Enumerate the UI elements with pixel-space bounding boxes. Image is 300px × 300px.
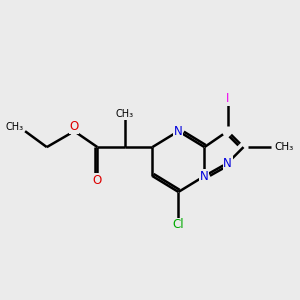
- Text: CH₃: CH₃: [5, 122, 24, 132]
- Text: O: O: [70, 120, 79, 134]
- Text: I: I: [226, 92, 229, 105]
- Text: N: N: [200, 169, 209, 182]
- Text: CH₃: CH₃: [116, 110, 134, 119]
- Text: Cl: Cl: [172, 218, 184, 231]
- Text: O: O: [93, 174, 102, 187]
- Text: N: N: [174, 125, 183, 138]
- Text: CH₃: CH₃: [274, 142, 294, 152]
- Text: N: N: [223, 157, 232, 169]
